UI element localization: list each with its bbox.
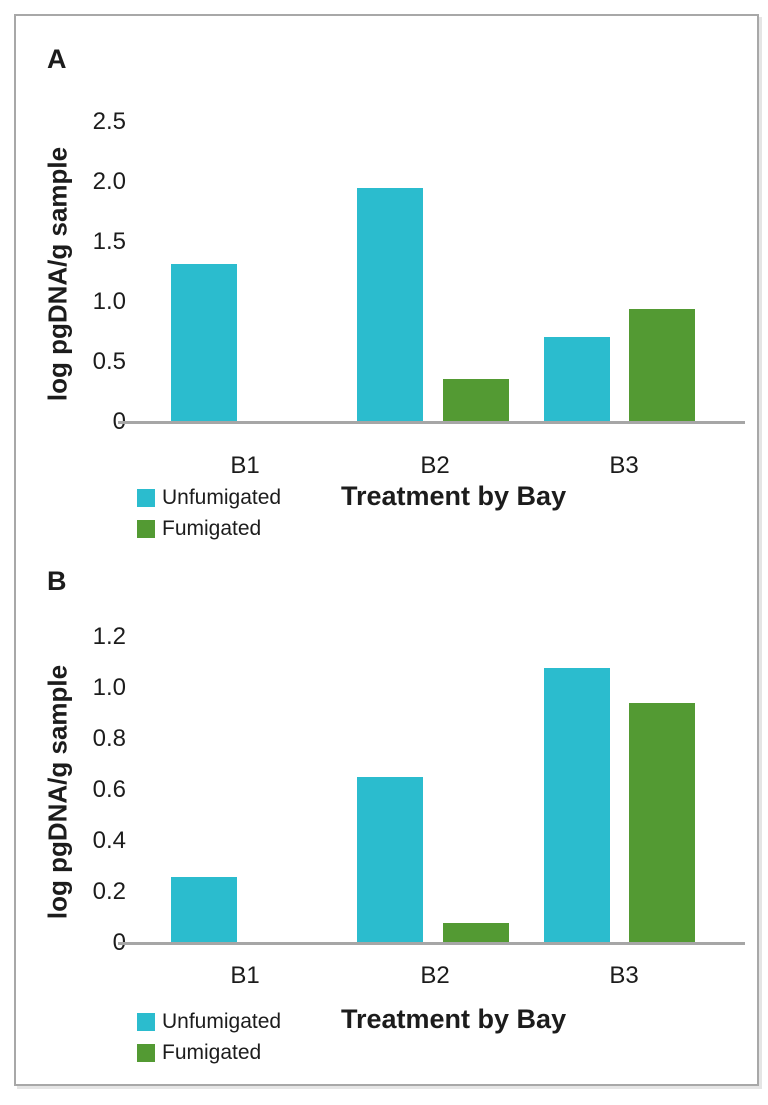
bar-unfumigated-b2 — [357, 188, 423, 422]
bar-unfumigated-b1 — [171, 264, 237, 422]
bar-fumigated-b2 — [443, 923, 509, 943]
bar-unfumigated-b3 — [544, 668, 610, 943]
x-category-label-b1: B1 — [230, 452, 260, 479]
panel-b-x-axis-title: Treatment by Bay — [341, 1004, 567, 1034]
y-tick-label: 1.5 — [92, 228, 126, 255]
y-tick-label: 0.4 — [92, 827, 126, 854]
y-tick-label: 2.0 — [92, 168, 126, 195]
fumigated-swatch — [137, 520, 155, 538]
fumigated-swatch — [137, 1044, 155, 1062]
legend-item-fumigated: Fumigated — [137, 1042, 281, 1064]
y-tick-label: 1.0 — [92, 674, 126, 701]
unfumigated-swatch — [137, 1013, 155, 1031]
bar-fumigated-b2 — [443, 379, 509, 422]
legend-label: Fumigated — [162, 1041, 262, 1064]
panel-a-x-axis-title: Treatment by Bay — [341, 481, 567, 511]
x-category-label-b2: B2 — [420, 452, 450, 479]
legend-label: Unfumigated — [162, 1010, 282, 1033]
bar-unfumigated-b2 — [357, 777, 423, 943]
bar-fumigated-b3 — [629, 703, 695, 943]
x-axis-line — [118, 421, 745, 424]
y-tick-label: 0.2 — [92, 878, 126, 905]
bar-unfumigated-b1 — [171, 877, 237, 943]
panel-a-legend: Unfumigated Fumigated — [137, 487, 281, 540]
x-category-label-b3: B3 — [609, 452, 639, 479]
x-category-label-b3: B3 — [609, 962, 639, 989]
legend-item-fumigated: Fumigated — [137, 518, 281, 540]
y-tick-label: 0 — [64, 930, 126, 956]
bar-fumigated-b3 — [629, 309, 695, 422]
panel-b-legend: Unfumigated Fumigated — [137, 1011, 281, 1064]
y-tick-label: 1.0 — [92, 288, 126, 315]
legend-item-unfumigated: Unfumigated — [137, 1011, 281, 1033]
bar-unfumigated-b3 — [544, 337, 610, 422]
x-axis-line — [118, 942, 745, 945]
x-category-label-b1: B1 — [230, 962, 260, 989]
y-tick-label: 0 — [64, 409, 126, 435]
y-tick-label: 0.5 — [92, 348, 126, 375]
y-tick-label: 1.2 — [92, 623, 126, 650]
panel-b-letter: B — [47, 566, 67, 596]
unfumigated-swatch — [137, 489, 155, 507]
legend-label: Unfumigated — [162, 486, 282, 509]
panel-a-letter: A — [47, 44, 67, 74]
y-tick-label: 2.5 — [92, 108, 126, 135]
legend-item-unfumigated: Unfumigated — [137, 487, 281, 509]
y-tick-label: 0.8 — [92, 725, 126, 752]
x-category-label-b2: B2 — [420, 962, 450, 989]
legend-label: Fumigated — [162, 517, 262, 540]
y-tick-label: 0.6 — [92, 776, 126, 803]
